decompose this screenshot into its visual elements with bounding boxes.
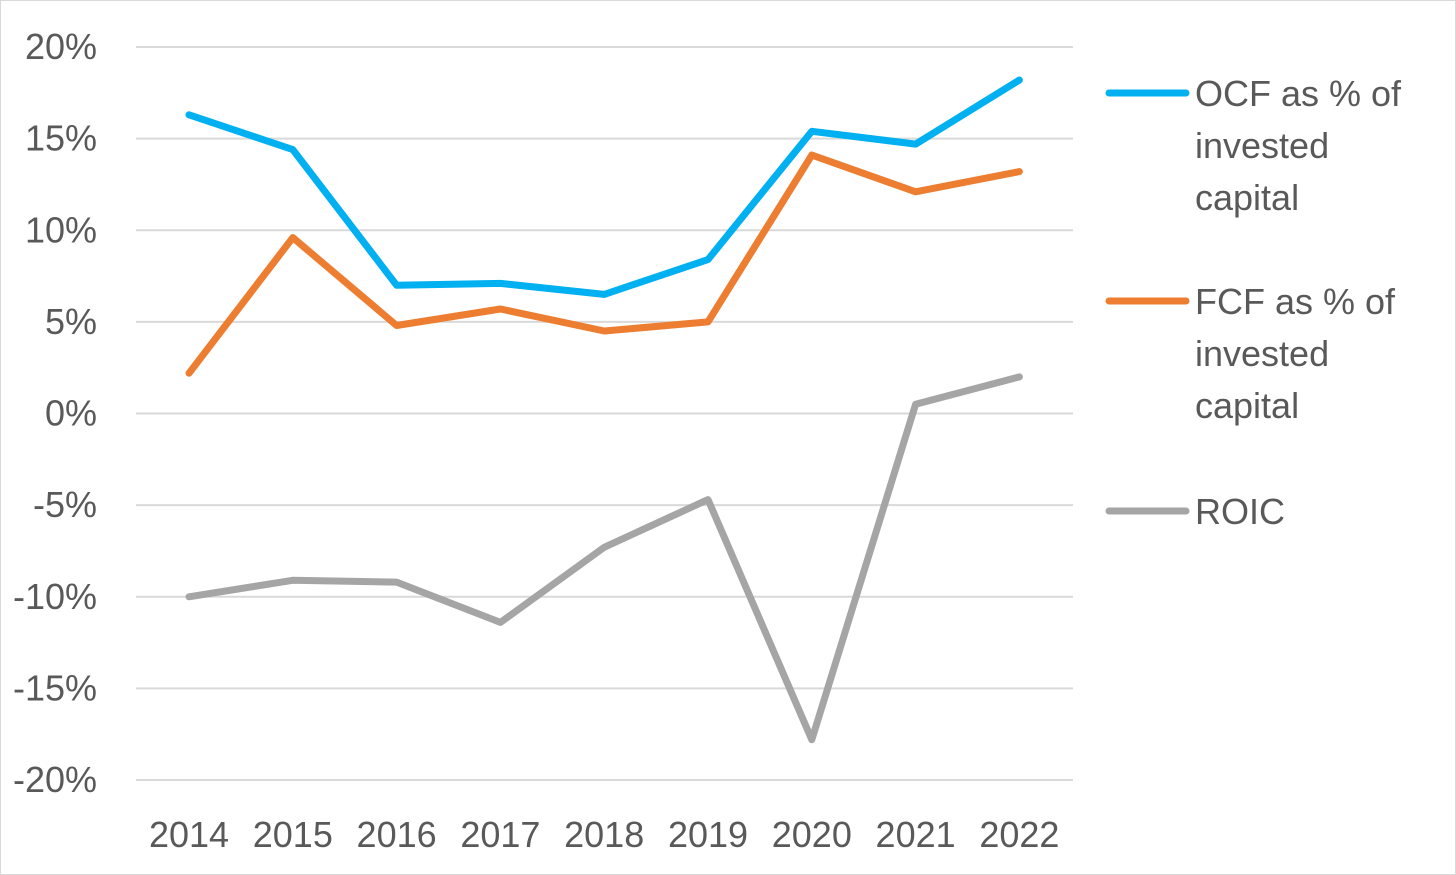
legend: OCF as % of invested capital FCF as % of inv… (1105, 73, 1402, 532)
y-tick-label: 5% (45, 301, 97, 342)
x-tick-label: 2022 (979, 814, 1059, 855)
legend-label: capital (1195, 385, 1299, 426)
x-tick-label: 2018 (564, 814, 644, 855)
x-tick-label: 2021 (876, 814, 956, 855)
x-tick-label: 2017 (460, 814, 540, 855)
legend-entry: FCF as % of invested capital (1105, 281, 1396, 426)
series-line (185, 76, 1023, 298)
y-tick-label: -10% (13, 576, 97, 617)
y-tick-label: -5% (33, 484, 97, 525)
y-tick-label: -20% (13, 759, 97, 800)
y-tick-label: 20% (25, 26, 97, 67)
legend-label: OCF as % of (1195, 73, 1402, 114)
series-line (185, 373, 1023, 744)
y-tick-label: 15% (25, 118, 97, 159)
gridlines (136, 46, 1073, 781)
y-tick-label: -15% (13, 667, 97, 708)
series-fcf (185, 151, 1023, 377)
legend-entry: ROIC (1105, 491, 1285, 532)
x-tick-label: 2016 (357, 814, 437, 855)
legend-label: capital (1195, 177, 1299, 218)
legend-entry: OCF as % of invested capital (1105, 73, 1402, 218)
x-tick-label: 2015 (253, 814, 333, 855)
y-tick-label: 10% (25, 209, 97, 250)
series-roic (185, 373, 1023, 744)
y-tick-label: 0% (45, 393, 97, 434)
legend-label: invested (1195, 125, 1329, 166)
legend-label: invested (1195, 333, 1329, 374)
series-line (185, 151, 1023, 377)
legend-label: ROIC (1195, 491, 1285, 532)
y-axis-tick-labels: 20% 15% 10% 5% 0% -5% -10% -15% -20% (13, 26, 97, 800)
x-tick-label: 2019 (668, 814, 748, 855)
x-axis-tick-labels: 2014 2015 2016 2017 2018 2019 2020 2021 2022 (149, 814, 1059, 855)
legend-label: FCF as % of (1195, 281, 1396, 322)
series-ocf (185, 76, 1023, 298)
series-lines (185, 76, 1023, 744)
x-tick-label: 2014 (149, 814, 229, 855)
x-tick-label: 2020 (772, 814, 852, 855)
